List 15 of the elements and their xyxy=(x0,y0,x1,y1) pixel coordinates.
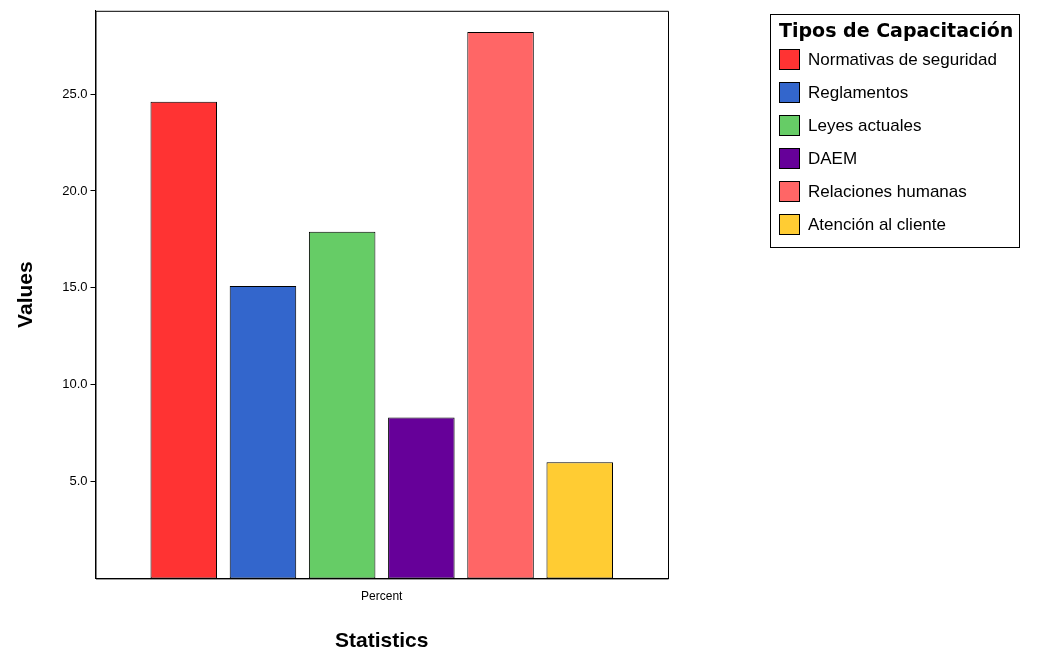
legend-label: Normativas de seguridad xyxy=(808,49,997,70)
legend-label: Relaciones humanas xyxy=(808,181,967,202)
legend-label: Leyes actuales xyxy=(808,115,922,136)
legend-label: Reglamentos xyxy=(808,82,909,103)
legend-label: DAEM xyxy=(808,148,858,169)
y-tick-label: 5.0 xyxy=(69,473,88,489)
y-tick-label: 25.0 xyxy=(62,85,88,101)
legend-label: Atención al cliente xyxy=(808,214,946,235)
y-tick-label: 15.0 xyxy=(62,279,88,295)
y-axis-title: Values xyxy=(13,261,37,328)
legend-title: Tipos de Capacitación xyxy=(779,19,1014,41)
x-tick-label: Percent xyxy=(361,588,404,603)
y-tick-label: 10.0 xyxy=(62,376,88,392)
x-axis-title: Statistics xyxy=(335,628,429,652)
y-tick-label: 20.0 xyxy=(62,182,88,198)
